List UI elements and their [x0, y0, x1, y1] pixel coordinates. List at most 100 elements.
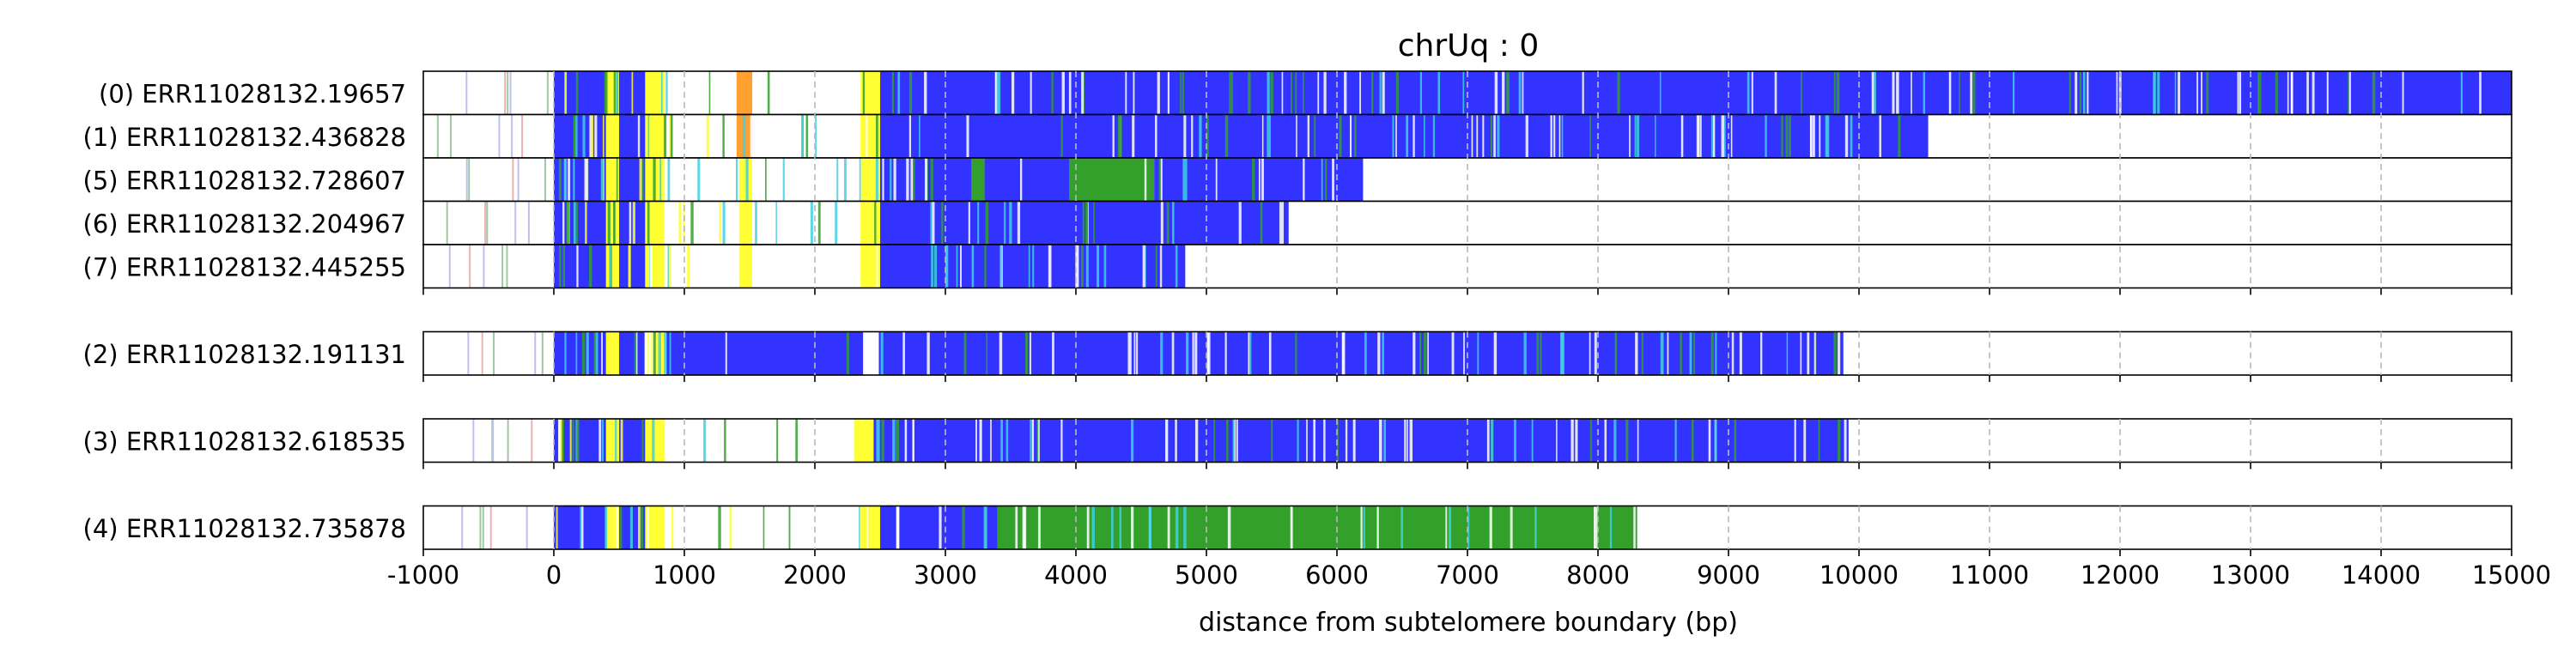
read-stripe: [1270, 71, 1273, 115]
read-stripe: [708, 71, 711, 115]
read-stripe: [1655, 114, 1656, 158]
read-stripe: [840, 158, 842, 202]
read-stripe: [1807, 331, 1810, 375]
read-stripe: [815, 158, 819, 202]
read-stripe: [1625, 419, 1629, 463]
read-stripe: [637, 114, 641, 158]
read-stripe: [896, 419, 900, 463]
read-stripe: [1160, 201, 1163, 245]
x-tick-label: 9000: [1697, 560, 1760, 590]
read-stripe: [1513, 419, 1516, 463]
read-stripe: [1185, 158, 1188, 202]
read-stripe: [1809, 114, 1813, 158]
read-segment: [738, 245, 753, 288]
read-stripe: [1836, 71, 1840, 115]
read-stripe: [1785, 114, 1789, 158]
x-tick-label: 13000: [2211, 560, 2290, 590]
read-stripe: [1159, 245, 1163, 288]
read-stripe: [2082, 71, 2086, 115]
read-stripe: [1291, 71, 1292, 115]
read-stripe: [1493, 331, 1498, 375]
read-stripe: [637, 506, 641, 549]
read-stripe: [1634, 114, 1637, 158]
read-stripe: [878, 419, 880, 463]
read-stripe: [616, 158, 618, 202]
read-stripe: [1307, 114, 1310, 158]
read-stripe: [822, 419, 824, 463]
read-segment: [605, 245, 619, 288]
read-stripe: [1360, 506, 1363, 549]
read-stripe: [1641, 331, 1643, 375]
read-stripe: [2069, 71, 2071, 115]
read-stripe: [647, 114, 650, 158]
read-stripe: [1589, 419, 1592, 463]
read-stripe: [1803, 419, 1807, 463]
read-stripe: [799, 114, 802, 158]
read-stripe: [759, 419, 762, 463]
read-stripe: [931, 245, 934, 288]
read-segment: [554, 158, 606, 202]
read-stripe: [703, 419, 707, 463]
flank-stripe: [504, 71, 507, 115]
flank-stripe: [450, 114, 453, 158]
read-stripe: [1525, 114, 1528, 158]
read-stripe: [1091, 506, 1095, 549]
read-stripe: [1271, 419, 1273, 463]
read-stripe: [1068, 71, 1072, 115]
read-stripe: [568, 158, 571, 202]
read-stripe: [1268, 331, 1272, 375]
read-stripe: [611, 114, 614, 158]
read-stripe: [1614, 331, 1617, 375]
read-stripe: [1272, 506, 1275, 549]
read-stripe: [2348, 71, 2349, 115]
read-stripe: [616, 114, 619, 158]
read-segment: [619, 201, 646, 245]
read-segment: [665, 331, 864, 375]
read-stripe: [1215, 158, 1218, 202]
read-stripe: [1261, 114, 1264, 158]
read-stripe: [1838, 331, 1841, 375]
read-stripe: [1167, 506, 1170, 549]
read-stripe: [908, 114, 912, 158]
read-stripe: [1166, 201, 1170, 245]
read-stripe: [1080, 245, 1084, 288]
read-stripe: [1158, 158, 1162, 202]
read-stripe: [1712, 114, 1716, 158]
read-stripe: [1523, 331, 1527, 375]
read-stripe: [2075, 71, 2078, 115]
read-stripe: [756, 506, 759, 549]
x-tick-label: 6000: [1305, 560, 1369, 590]
read-stripe: [1527, 506, 1529, 549]
read-stripe: [1075, 245, 1078, 288]
read-stripe: [1028, 245, 1030, 288]
read-stripe: [607, 201, 611, 245]
read-stripe: [664, 331, 667, 375]
read-stripe: [908, 71, 913, 115]
read-stripe: [667, 245, 670, 288]
read-stripe: [2258, 71, 2262, 115]
read-stripe: [876, 419, 878, 463]
read-stripe: [1350, 114, 1352, 158]
read-stripe: [697, 158, 701, 202]
read-stripe: [1594, 506, 1595, 549]
read-stripe: [1432, 114, 1436, 158]
read-stripe: [1281, 71, 1284, 115]
x-tick-label: 11000: [1950, 560, 2029, 590]
read-stripe: [1025, 331, 1029, 375]
read-stripe: [2460, 71, 2463, 115]
flank-stripe: [492, 419, 495, 463]
flank-stripe: [527, 201, 530, 245]
read-stripe: [2287, 71, 2289, 115]
read-stripe: [792, 114, 795, 158]
read-stripe: [841, 419, 842, 463]
read-stripe: [1230, 71, 1233, 115]
read-stripe: [1125, 71, 1127, 115]
read-stripe: [1486, 419, 1490, 463]
read-stripe: [1183, 506, 1187, 549]
read-track: [422, 113, 2512, 159]
read-stripe: [1633, 506, 1636, 549]
read-label: (0) ERR11028132.19657: [99, 79, 406, 108]
read-stripe: [1120, 114, 1122, 158]
read-stripe: [1180, 71, 1182, 115]
